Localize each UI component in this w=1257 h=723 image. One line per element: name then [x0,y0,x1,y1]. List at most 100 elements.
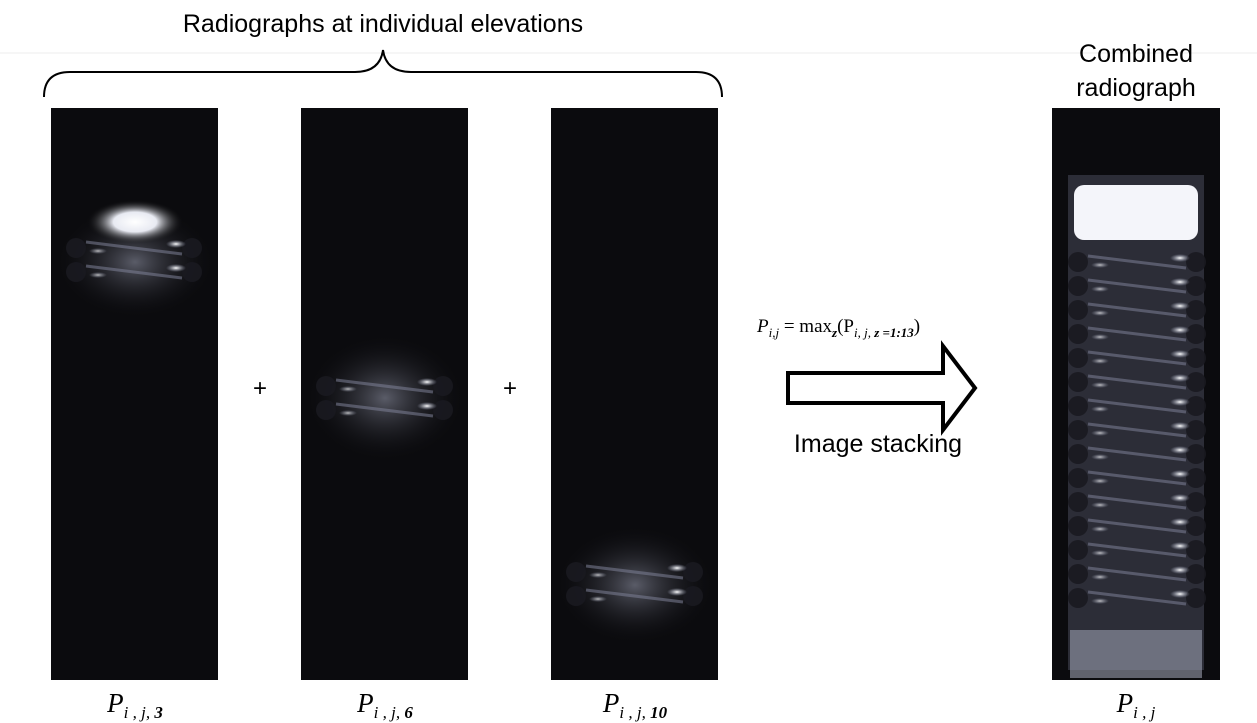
formula-part: = max [779,316,832,337]
coil-highlight [1091,382,1109,388]
coil-end [1068,348,1088,368]
coil-highlight [1170,446,1190,454]
formula-part: i,j [769,325,780,340]
label-part: P [106,688,124,718]
coil-end [566,586,586,606]
label-part: 3 [153,703,163,722]
coil-highlight [417,402,437,410]
coil-end [1068,276,1088,296]
coil-end [1186,252,1206,272]
coil-highlight [1091,502,1109,508]
combined-title: radiograph [1076,74,1196,102]
coil-end [1068,396,1088,416]
coil-highlight [1091,478,1109,484]
label-part: i , j, [374,703,405,722]
arrow [788,346,975,430]
coil-highlight [667,564,687,572]
brace [44,50,722,97]
coil-highlight [1091,286,1109,292]
coil-end [316,400,336,420]
coil-highlight [417,378,437,386]
coil-highlight [1170,302,1190,310]
coil-end [182,238,202,258]
formula-part: z =1:13 [873,325,914,340]
formula-part: ) [914,316,920,337]
coil-highlight [1170,518,1190,526]
coil-end [1186,468,1206,488]
coil-end [1068,540,1088,560]
label-part: 6 [404,703,413,722]
panel-label: Pi , j [1116,688,1156,722]
panel-label: Pi , j, 10 [602,688,668,722]
coil-highlight [1170,254,1190,262]
coil-highlight [1170,278,1190,286]
coil-end [433,376,453,396]
coil-end [1186,348,1206,368]
coil-highlight [1170,398,1190,406]
radiograph [301,108,468,680]
label-part: i , j, [619,703,650,722]
panel-label: Pi , j, 3 [106,688,163,722]
coil-end [1186,564,1206,584]
coil-highlight [166,264,186,272]
radiograph [1052,108,1220,680]
coil-highlight [339,386,357,392]
glow [1074,185,1198,240]
coil-highlight [667,588,687,596]
coil-highlight [1170,566,1190,574]
coil-highlight [1170,350,1190,358]
glow [1070,630,1202,678]
label-part: i , j, [124,703,155,722]
coil-highlight [589,596,607,602]
operator: + [253,375,267,402]
coil-highlight [1170,470,1190,478]
coil-end [1068,444,1088,464]
coil-end [1186,276,1206,296]
haze [557,527,713,643]
radiograph [51,108,218,680]
coil-end [433,400,453,420]
arrow-label: Image stacking [794,430,962,458]
glow [87,200,183,244]
label-part: P [602,688,620,718]
coil-end [1186,588,1206,608]
coil-end [1186,516,1206,536]
label-part: i , j [1133,703,1155,722]
figure: Radiographs at individual elevations + +… [0,0,1257,723]
coil-end [316,376,336,396]
coil-highlight [1091,262,1109,268]
coil-highlight [589,572,607,578]
coil-highlight [1091,454,1109,460]
coil-highlight [1170,326,1190,334]
coil-end [566,562,586,582]
formula: Pi,j = maxz(Pi, j, z =1:13) [756,316,920,340]
coil-highlight [1091,550,1109,556]
coil-end [1068,516,1088,536]
coil-end [1068,564,1088,584]
operator: + [503,375,517,402]
coil-end [1068,420,1088,440]
coil-end [1068,588,1088,608]
coil-end [1186,324,1206,344]
coil-end [1186,396,1206,416]
coil-end [683,586,703,606]
coil-highlight [1091,526,1109,532]
coil-highlight [1091,334,1109,340]
coil-highlight [1170,374,1190,382]
coil-highlight [339,410,357,416]
formula-part: P [756,316,769,337]
coil-end [1068,300,1088,320]
title: Radiographs at individual elevations [183,10,583,38]
coil-highlight [1091,430,1109,436]
coil-end [1068,372,1088,392]
coil-highlight [1091,574,1109,580]
combined-title: Combined [1079,40,1193,68]
coil-highlight [1170,542,1190,550]
coil-end [1068,492,1088,512]
coil-highlight [1091,406,1109,412]
coil-highlight [1170,494,1190,502]
coil-highlight [1091,358,1109,364]
coil-highlight [1091,310,1109,316]
coil-end [182,262,202,282]
coil-end [1186,420,1206,440]
